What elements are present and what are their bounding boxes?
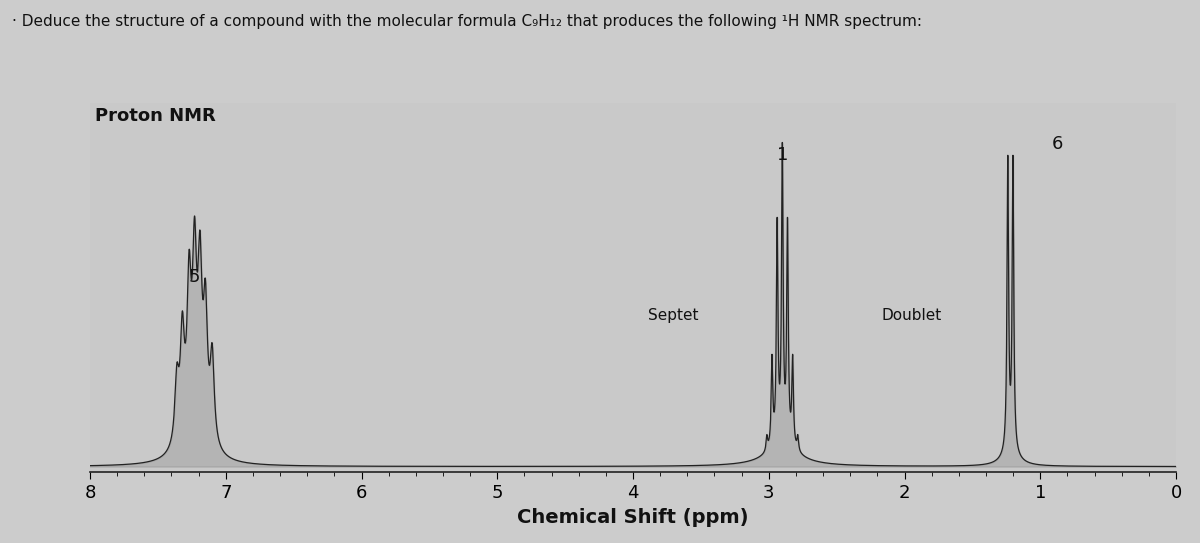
Text: 1: 1 [776, 146, 788, 164]
Text: · Deduce the structure of a compound with the molecular formula C₉H₁₂ that produ: · Deduce the structure of a compound wit… [12, 14, 922, 29]
Text: Doublet: Doublet [881, 308, 942, 323]
Text: Septet: Septet [648, 308, 698, 323]
Text: 5: 5 [188, 268, 200, 286]
Text: 6: 6 [1052, 135, 1063, 153]
X-axis label: Chemical Shift (ppm): Chemical Shift (ppm) [517, 508, 749, 527]
Text: Proton NMR: Proton NMR [96, 107, 216, 125]
